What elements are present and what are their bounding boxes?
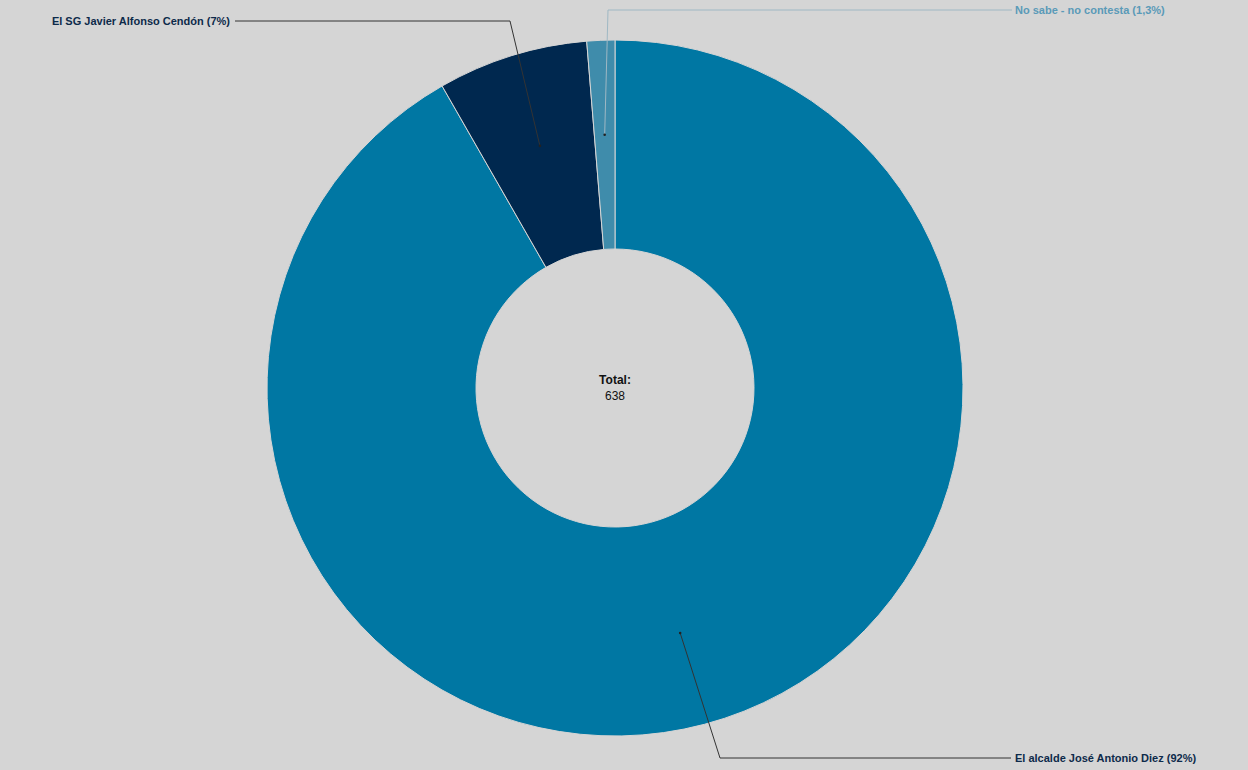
- html-text:Total:: Total:: [599, 373, 631, 387]
- svg-text:El SG Javier Alfonso Cendón (7: El SG Javier Alfonso Cendón (7%): [52, 15, 230, 27]
- svg-text:No sabe - no contesta (1,3%): No sabe - no contesta (1,3%): [1015, 4, 1165, 16]
- svg-text:El alcalde José Antonio Diez (: El alcalde José Antonio Diez (92%): [1015, 752, 1196, 764]
- html-text:638: 638: [605, 389, 625, 403]
